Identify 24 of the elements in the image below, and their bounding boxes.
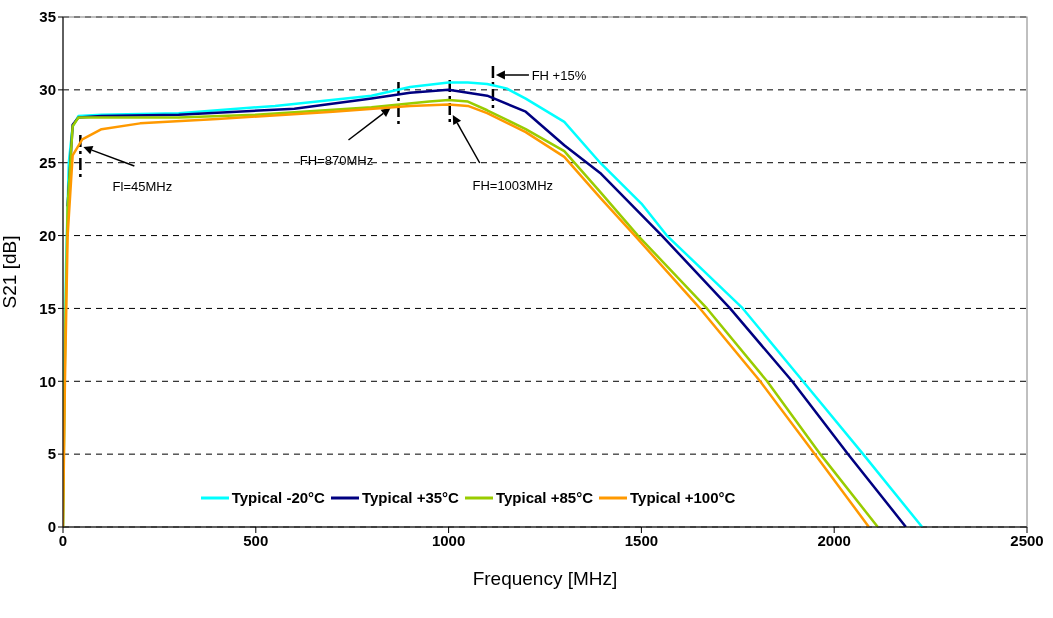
legend-label: Typical +35°C (361, 489, 459, 506)
ref-line-label: FH=1003MHz (472, 177, 554, 193)
y-tick-label: 30 (39, 81, 56, 99)
y-tick-label: 35 (39, 8, 56, 26)
ref-line-label: FH +15% (531, 67, 587, 83)
y-tick-label: 20 (39, 226, 56, 244)
y-tick-label: 5 (47, 445, 56, 463)
y-axis-title: S21 [dB] (0, 235, 20, 309)
legend-label: Typical -20°C (231, 489, 325, 506)
y-tick-label: 0 (47, 518, 56, 536)
y-tick-label: 15 (39, 299, 56, 317)
legend-label: Typical +100°C (629, 489, 736, 506)
legend-label: Typical +85°C (495, 489, 593, 506)
x-tick-label: 1000 (431, 531, 466, 549)
x-tick-label: 500 (243, 531, 269, 549)
x-axis-title: Frequency [MHz] (472, 568, 618, 589)
x-tick-label: 2500 (1010, 531, 1044, 549)
ref-line-label: Fl=45MHz (112, 178, 173, 194)
x-tick-label: 0 (58, 531, 68, 549)
x-tick-label: 2000 (817, 531, 851, 549)
x-tick-label: 1500 (624, 531, 659, 549)
y-tick-label: 25 (39, 154, 56, 172)
ref-line-label: FH=870MHz (299, 152, 374, 168)
y-tick-label: 10 (39, 372, 56, 390)
